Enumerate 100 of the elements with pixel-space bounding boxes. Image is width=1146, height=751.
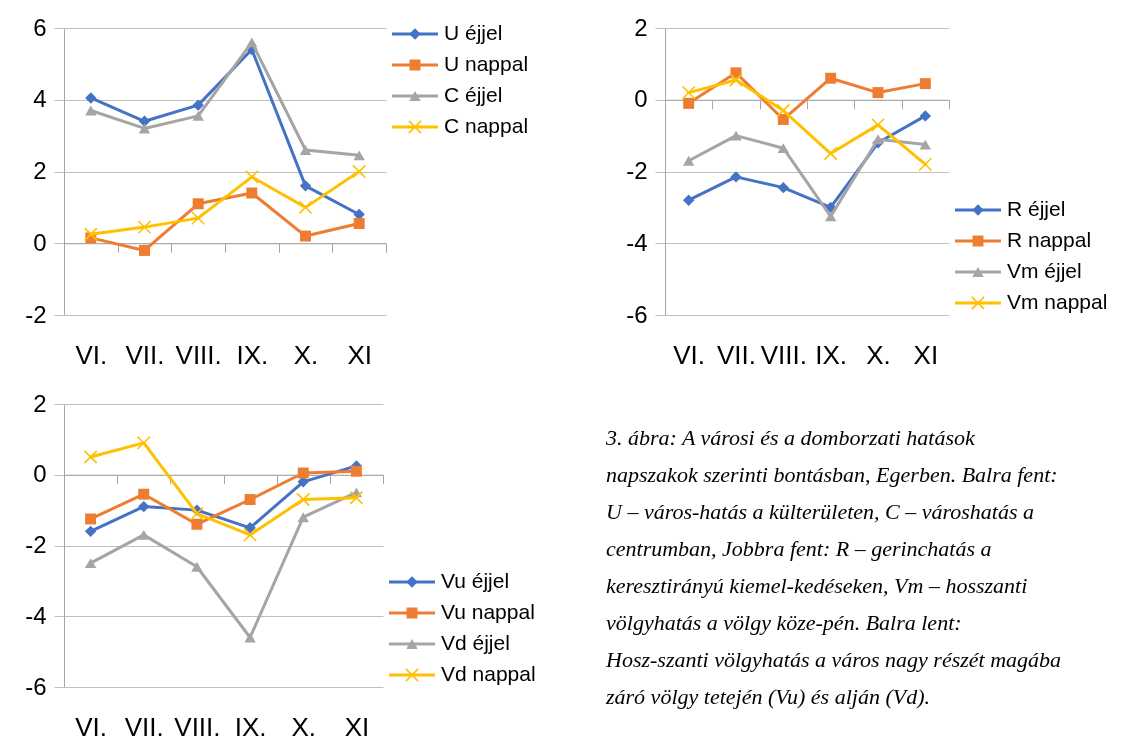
point xyxy=(189,506,204,521)
point xyxy=(192,99,204,111)
point xyxy=(919,78,931,90)
x-tick-label: IX. xyxy=(815,339,848,370)
legend-label: Vd nappal xyxy=(441,662,536,685)
legend-label: C éjjel xyxy=(444,83,503,106)
legend-label: Vu nappal xyxy=(441,600,535,623)
x-tick-label: VI. xyxy=(673,339,706,370)
point xyxy=(729,73,743,87)
y-tick-label: 0 xyxy=(33,460,47,488)
y-tick-label: 2 xyxy=(33,157,47,184)
point xyxy=(776,103,791,118)
x-tick-label: XI xyxy=(913,339,939,370)
point xyxy=(191,518,203,530)
legend-label: R nappal xyxy=(1007,228,1092,251)
x-tick-label: IX. xyxy=(236,339,269,370)
legend-label: C nappal xyxy=(444,114,529,137)
point xyxy=(825,72,837,84)
point xyxy=(139,244,150,256)
legend-label: R éjjel xyxy=(1007,197,1066,220)
y-tick-label: 2 xyxy=(634,13,648,41)
point xyxy=(244,494,256,505)
point xyxy=(191,561,203,572)
legend-label: Vm nappal xyxy=(1007,290,1108,313)
point xyxy=(244,522,256,534)
point xyxy=(246,187,258,199)
x-tick-label: VII. xyxy=(124,711,164,742)
point xyxy=(84,558,97,569)
legend-label: U nappal xyxy=(444,52,529,75)
point xyxy=(683,97,695,109)
point xyxy=(138,529,150,540)
point xyxy=(824,211,837,222)
point xyxy=(730,171,742,183)
point xyxy=(246,37,258,48)
point xyxy=(191,211,206,226)
y-tick-label: -2 xyxy=(25,531,47,558)
point xyxy=(298,200,313,215)
point xyxy=(83,227,98,242)
y-tick-label: 0 xyxy=(33,228,47,256)
point xyxy=(138,123,151,134)
x-tick-label: IX. xyxy=(234,711,267,742)
point xyxy=(872,87,884,99)
y-tick-label: 2 xyxy=(33,389,47,417)
point xyxy=(918,157,933,172)
point xyxy=(138,488,150,500)
point xyxy=(349,490,364,505)
point xyxy=(872,134,884,145)
point xyxy=(243,527,258,542)
point xyxy=(138,500,150,513)
legend-label: Vd éjjel xyxy=(441,631,510,654)
y-tick-label: -4 xyxy=(626,228,648,256)
point xyxy=(353,150,365,161)
x-tick-label: VIII. xyxy=(760,339,807,370)
point xyxy=(85,513,97,525)
x-tick-label: VII. xyxy=(125,339,165,370)
x-tick-label: X. xyxy=(866,339,891,370)
point xyxy=(85,92,97,104)
point xyxy=(730,130,742,141)
x-tick-label: VI. xyxy=(75,339,108,370)
x-tick-label: VIII. xyxy=(174,711,221,742)
point xyxy=(682,155,695,166)
point xyxy=(83,450,98,464)
point xyxy=(192,198,204,210)
point xyxy=(919,110,932,122)
y-tick-label: 4 xyxy=(33,85,47,113)
point xyxy=(919,139,932,150)
point xyxy=(777,143,790,154)
point xyxy=(244,632,256,643)
point xyxy=(682,194,695,206)
x-tick-label: VIII. xyxy=(175,339,222,370)
legend-label: Vm éjjel xyxy=(1007,259,1082,282)
legend-label: Vu éjjel xyxy=(441,569,510,592)
y-tick-label: -2 xyxy=(25,300,47,328)
x-tick-label: VI. xyxy=(75,711,107,742)
point xyxy=(192,110,204,121)
point xyxy=(136,435,151,450)
y-tick-label: -6 xyxy=(626,300,648,328)
point xyxy=(350,465,362,477)
y-tick-label: 6 xyxy=(33,13,47,41)
y-tick-label: -2 xyxy=(626,157,648,184)
y-tick-label: 0 xyxy=(634,85,648,113)
point xyxy=(300,230,311,242)
point xyxy=(353,218,365,229)
point xyxy=(681,85,696,100)
x-tick-label: X. xyxy=(291,711,317,742)
legend-label: U éjjel xyxy=(444,21,503,44)
point xyxy=(299,180,312,192)
point xyxy=(352,164,367,179)
point xyxy=(84,525,97,538)
point xyxy=(777,181,790,194)
point xyxy=(871,117,885,132)
text: 3. ábra: A városi és a domborzati hatások napszakok szerinti bontásban, Egerben. Balra fent: U – város-hatás a külterületen, C – városhatás a centrumban, Jobbra fent: R – gerinchatás a keresztirányú kiemel-kedéseken, Vm – hosszanti völgyhatás a völgy köze-pén. Balra lent: Hosz-szanti völgyhatás a város nagy részét magába záró völgy tetején (Vu) és alján (Vd). xyxy=(605,425,1062,709)
y-tick-label: -4 xyxy=(25,601,47,629)
point xyxy=(244,169,259,184)
point xyxy=(777,114,789,125)
x-tick-label: XI xyxy=(347,339,372,370)
x-tick-label: X. xyxy=(293,339,319,370)
point xyxy=(137,220,152,235)
point xyxy=(299,145,312,155)
x-tick-label: VII. xyxy=(716,339,757,370)
